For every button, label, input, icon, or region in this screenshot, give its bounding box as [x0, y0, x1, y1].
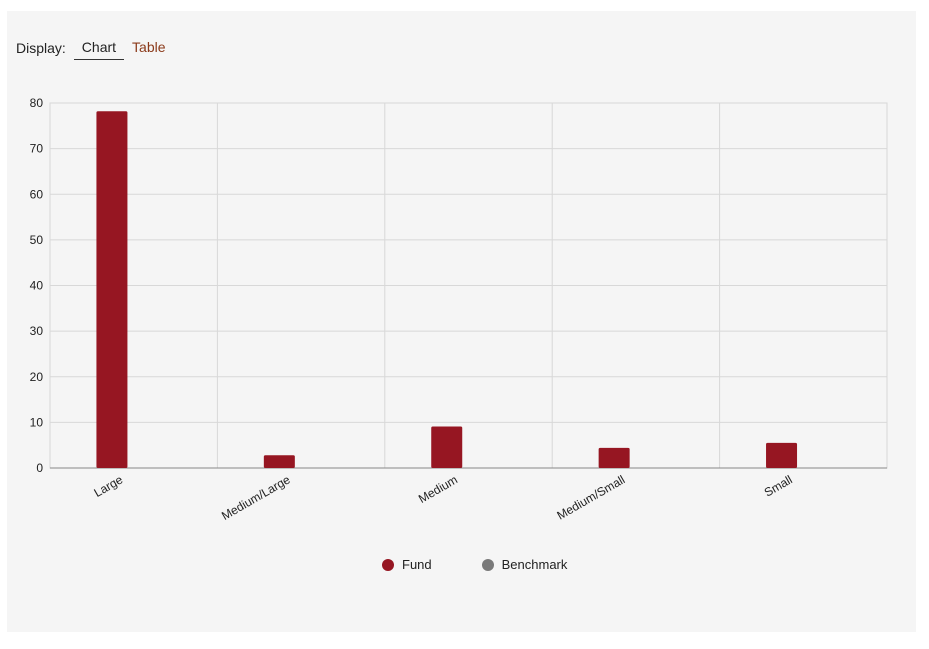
legend-label-benchmark: Benchmark — [501, 557, 568, 572]
legend-label-fund: Fund — [402, 557, 432, 572]
bar-fund — [431, 426, 463, 468]
y-tick-label: 30 — [30, 324, 44, 338]
y-tick-label: 50 — [30, 233, 44, 247]
y-tick-label: 40 — [30, 279, 44, 293]
legend-item-benchmark[interactable]: Benchmark — [481, 557, 568, 572]
y-tick-label: 60 — [30, 187, 44, 201]
y-tick-label: 0 — [36, 461, 43, 475]
chart-legend: Fund Benchmark — [382, 557, 617, 572]
y-tick-label: 10 — [30, 415, 44, 429]
bar-fund — [766, 442, 798, 468]
x-tick-label: Medium/Small — [555, 472, 628, 522]
y-tick-label: 20 — [30, 370, 44, 384]
tab-table[interactable]: Table — [132, 39, 166, 55]
legend-item-fund[interactable]: Fund — [382, 557, 432, 572]
bar-fund — [96, 111, 128, 469]
benchmark-legend-dot-icon — [481, 558, 494, 571]
bar-fund — [263, 455, 295, 468]
bar-fund — [598, 447, 630, 468]
y-tick-label: 70 — [30, 142, 44, 156]
x-tick-label: Large — [92, 472, 126, 500]
tab-chart[interactable]: Chart — [73, 37, 125, 60]
x-tick-label: Medium/Large — [219, 472, 293, 523]
display-label: Display: — [16, 40, 66, 56]
x-tick-label: Medium — [416, 472, 460, 505]
x-tick-label: Small — [762, 472, 795, 499]
display-toggle: Display: Chart Table — [16, 36, 174, 60]
y-tick-label: 80 — [30, 96, 44, 110]
fund-legend-dot-icon — [382, 558, 394, 571]
